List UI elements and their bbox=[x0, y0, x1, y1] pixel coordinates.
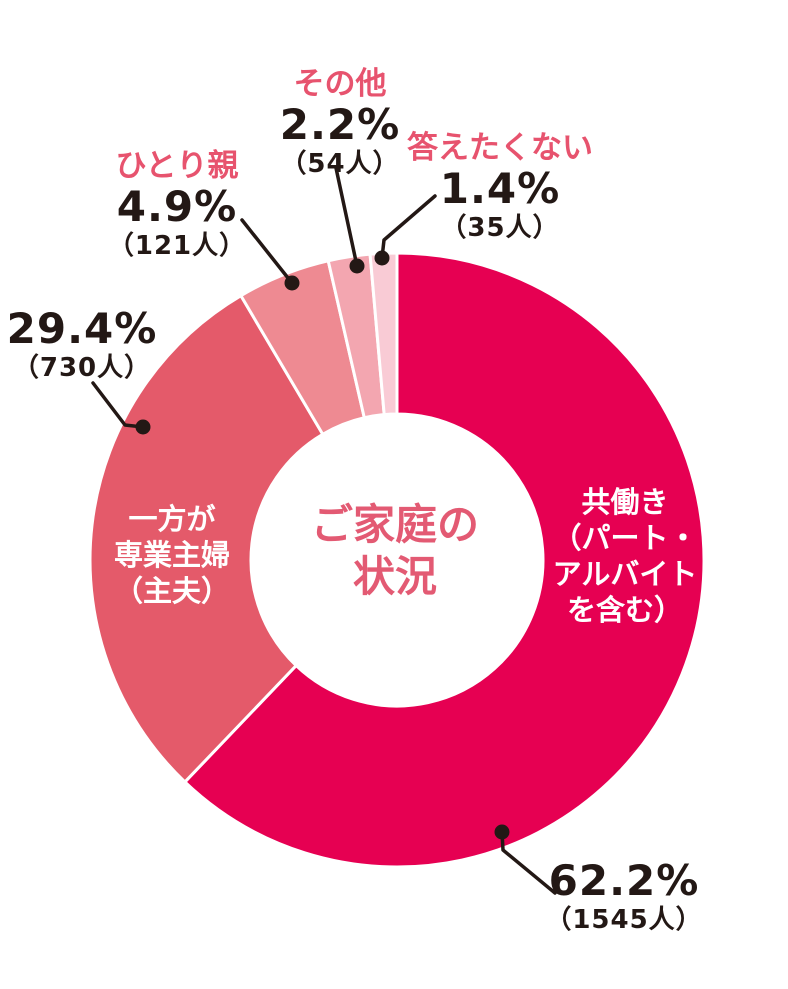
segment-label-dual-income-line1: 共働き bbox=[581, 485, 669, 519]
leader-dot-refuse bbox=[374, 250, 390, 266]
leader-dot-dual-income bbox=[494, 824, 510, 840]
leader-dot-single-parent bbox=[284, 275, 300, 291]
callout-refuse-count: （35人） bbox=[440, 213, 560, 243]
callout-refuse-name: 答えたくない bbox=[407, 130, 593, 166]
segment-label-one-housewife-line3: （主夫） bbox=[113, 574, 231, 608]
callout-dual-income-pct: 62.2% bbox=[548, 856, 700, 905]
callout-single-parent: ひとり親 4.9% （121人） bbox=[108, 148, 246, 262]
callout-single-parent-pct: 4.9% bbox=[116, 182, 238, 231]
segment-label-dual-income-line2: （パート・ bbox=[552, 521, 698, 555]
callout-other: その他 2.2% （54人） bbox=[280, 66, 400, 180]
callout-refuse: 答えたくない 1.4% （35人） bbox=[407, 130, 593, 244]
callout-housewife-count: （730人） bbox=[12, 353, 152, 383]
callout-housewife: 29.4% （730人） bbox=[7, 306, 158, 384]
pie-segment-dual-income bbox=[183, 251, 706, 869]
callout-other-pct: 2.2% bbox=[279, 100, 401, 149]
chart-center-title: ご家庭の 状況 bbox=[311, 499, 479, 603]
segment-label-one-housewife-line2: 専業主婦 bbox=[113, 538, 231, 572]
pie-segment-one-housewife bbox=[88, 294, 325, 784]
callout-other-name: その他 bbox=[293, 66, 387, 102]
chart-center-title-line1: ご家庭の bbox=[310, 500, 480, 549]
callout-housewife-pct: 29.4% bbox=[6, 304, 158, 353]
leader-dot-one-housewife bbox=[135, 419, 151, 435]
callout-other-count: （54人） bbox=[280, 149, 400, 179]
segment-label-dual-income-line4: を含む） bbox=[566, 593, 684, 627]
segment-label-dual-income-line3: アルバイト bbox=[552, 557, 698, 591]
leader-line-single-parent bbox=[240, 218, 294, 285]
chart-center-title-line2: 状況 bbox=[352, 552, 438, 601]
segment-label-dual-income: 共働き （パート・ アルバイト を含む） bbox=[552, 484, 697, 628]
segment-label-one-housewife-line1: 一方が bbox=[128, 502, 216, 536]
callout-refuse-pct: 1.4% bbox=[439, 164, 561, 213]
segment-label-one-housewife: 一方が 専業主婦 （主夫） bbox=[114, 501, 230, 609]
callout-single-parent-count: （121人） bbox=[107, 231, 247, 261]
leader-dot-other bbox=[349, 258, 365, 274]
callout-dual-income-count: （1545人） bbox=[545, 905, 703, 935]
leader-line-other bbox=[334, 166, 359, 268]
callout-single-parent-name: ひとり親 bbox=[115, 148, 239, 184]
callout-dual-income: 62.2% （1545人） bbox=[545, 858, 702, 936]
